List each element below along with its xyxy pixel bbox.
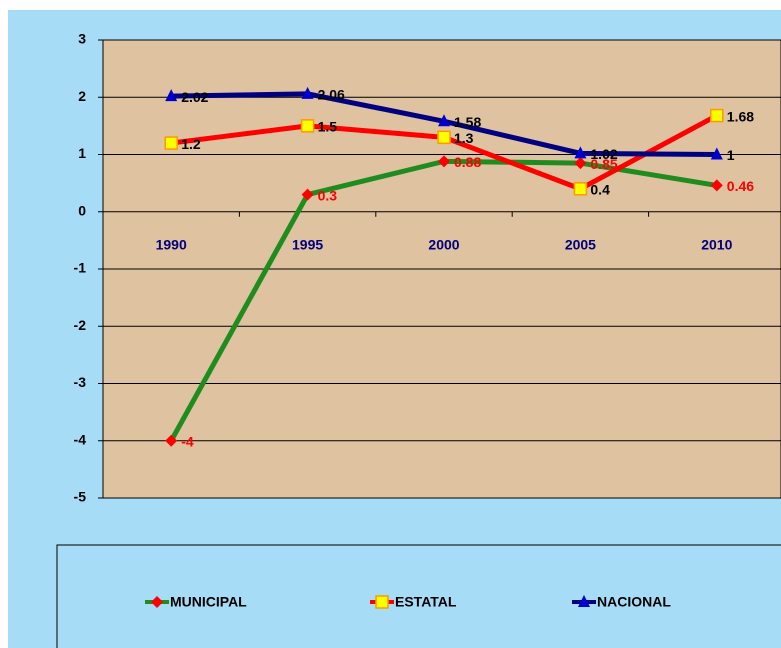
y-tick-label: -3 — [74, 374, 87, 390]
legend-label: MUNICIPAL — [170, 594, 247, 610]
y-tick-label: 3 — [78, 31, 86, 47]
data-label: 1 — [727, 147, 735, 163]
marker — [165, 434, 178, 447]
data-label: 2.06 — [318, 87, 345, 103]
marker — [151, 596, 163, 608]
marker — [375, 595, 389, 609]
data-label: 2.02 — [181, 89, 208, 105]
data-label: 1.02 — [590, 146, 617, 162]
data-label: 1.2 — [181, 136, 201, 152]
y-tick-label: -2 — [74, 317, 87, 333]
marker — [437, 130, 451, 145]
x-tick-label: 2005 — [565, 236, 596, 252]
legend-label: ESTATAL — [395, 594, 457, 610]
data-label: 0.4 — [590, 182, 610, 198]
data-label: 1.5 — [318, 119, 338, 135]
marker — [573, 182, 588, 196]
x-tick-label: 2000 — [428, 236, 459, 252]
data-label: 1.58 — [454, 114, 481, 130]
marker — [710, 179, 723, 192]
y-tick-label: -1 — [74, 260, 87, 276]
data-label: 1.68 — [727, 108, 754, 124]
x-tick-label: 1990 — [156, 236, 187, 252]
data-label: 0.46 — [727, 178, 754, 194]
data-label: 0.3 — [318, 187, 338, 203]
x-tick-label: 2010 — [701, 236, 732, 252]
marker — [438, 114, 450, 127]
y-tick-label: 0 — [78, 202, 86, 218]
y-tick-label: 1 — [78, 145, 86, 161]
legend-label: NACIONAL — [597, 594, 671, 610]
data-label: 0.88 — [454, 154, 481, 170]
marker — [301, 86, 314, 99]
marker — [574, 157, 587, 170]
data-label: -4 — [181, 433, 194, 449]
marker — [164, 136, 178, 150]
legend-box — [56, 544, 781, 648]
marker — [165, 89, 178, 102]
marker — [300, 119, 315, 133]
data-label: 1.3 — [454, 130, 474, 146]
marker — [438, 155, 450, 168]
y-tick-label: -4 — [74, 431, 87, 447]
marker — [578, 595, 590, 607]
marker — [710, 147, 723, 160]
x-tick-label: 1995 — [292, 236, 323, 252]
y-tick-label: -5 — [74, 489, 87, 505]
marker — [710, 108, 724, 123]
marker — [574, 146, 587, 159]
data-label: 0.85 — [590, 156, 617, 172]
y-tick-label: 2 — [78, 88, 86, 104]
marker — [301, 188, 314, 201]
